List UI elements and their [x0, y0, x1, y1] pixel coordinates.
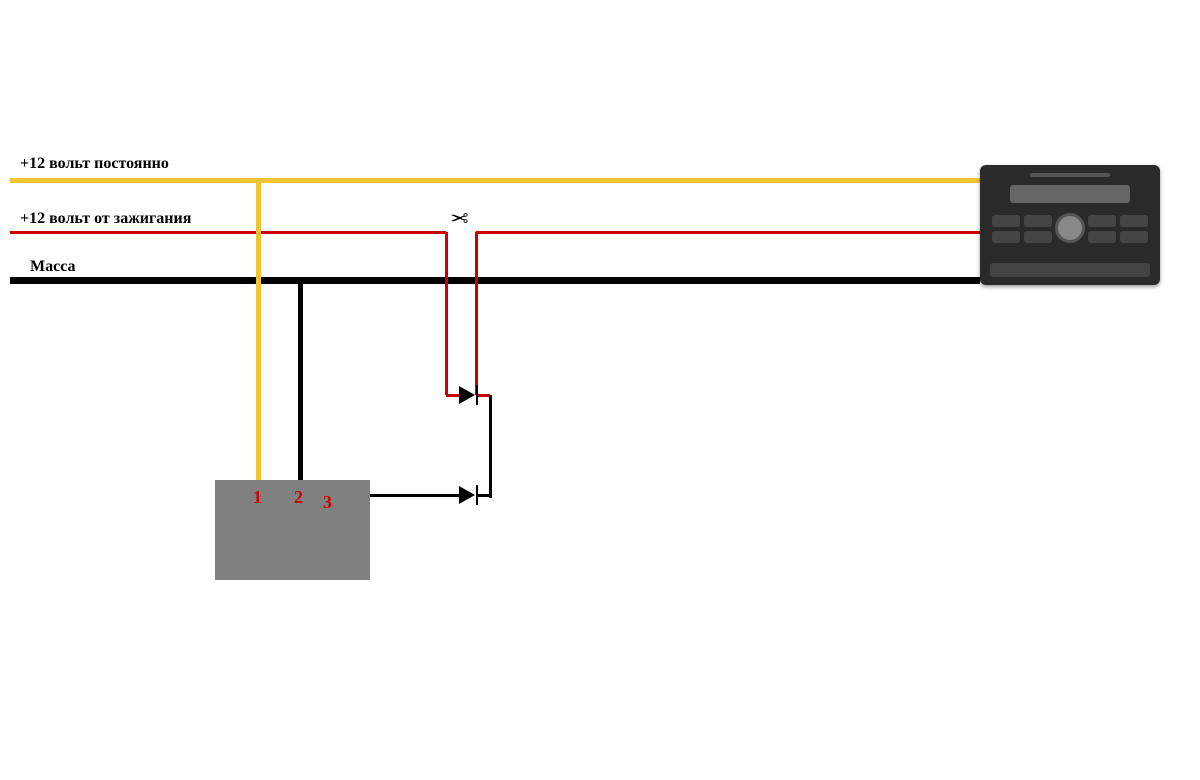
diode-2-triangle — [459, 486, 475, 504]
wire-red-drop-left — [445, 232, 448, 395]
radio-button — [1024, 215, 1052, 227]
wire-red-h-left — [446, 394, 459, 397]
radio-button — [1088, 231, 1116, 243]
radio-button — [1088, 215, 1116, 227]
wire-red-bus-left — [10, 231, 446, 234]
radio-knob — [1055, 213, 1085, 243]
radio-button — [1120, 215, 1148, 227]
cut-icon: ✂ — [450, 206, 468, 232]
module-pin-3: 3 — [323, 492, 332, 513]
wire-black-bus — [10, 277, 980, 284]
radio-button — [1120, 231, 1148, 243]
diode-1-triangle — [459, 386, 475, 404]
radio-button-row — [990, 263, 1150, 277]
module-box — [215, 480, 370, 580]
wire-yellow-bus — [10, 178, 980, 183]
module-pin-2: 2 — [294, 487, 303, 508]
label-ignition-12v: +12 вольт от зажигания — [20, 210, 191, 228]
wire-black-drop — [298, 280, 303, 480]
radio-button — [992, 231, 1020, 243]
car-radio — [980, 165, 1160, 285]
radio-button — [1024, 231, 1052, 243]
radio-button — [992, 215, 1020, 227]
diode-2-bar — [476, 485, 478, 505]
diode-1-bar — [476, 385, 478, 405]
wire-yellow-drop — [256, 180, 261, 480]
label-ground: Масса — [30, 258, 76, 276]
wire-red-bus-right — [476, 231, 980, 234]
radio-screen — [1010, 185, 1130, 203]
wire-red-drop-right — [475, 232, 478, 395]
label-constant-12v: +12 вольт постоянно — [20, 155, 169, 173]
wire-merge-v — [489, 395, 492, 498]
module-pin-1: 1 — [253, 487, 262, 508]
